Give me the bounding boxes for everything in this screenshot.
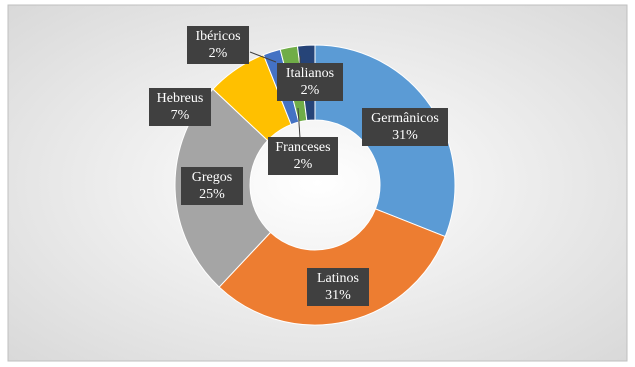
data-label-box: [362, 108, 448, 146]
data-label-value: 31%: [392, 128, 418, 143]
data-label-name: Italianos: [286, 66, 334, 81]
data-label-value: 7%: [171, 108, 190, 123]
data-label-value: 31%: [325, 288, 351, 303]
data-label-box: [149, 88, 211, 126]
data-label-box: [181, 167, 243, 205]
data-label-box: [307, 268, 369, 306]
data-label-name: Hebreus: [157, 91, 204, 106]
data-label-name: Ibéricos: [195, 29, 240, 44]
data-label-box: [187, 26, 249, 64]
data-label-value: 25%: [199, 187, 225, 202]
data-label-box: [277, 63, 343, 101]
leader-line: [249, 51, 277, 63]
data-label-value: 2%: [209, 46, 228, 61]
leader-line: [297, 107, 301, 139]
data-label-name: Germânicos: [371, 111, 439, 126]
data-label-name: Franceses: [275, 140, 330, 155]
data-label-name: Latinos: [317, 271, 359, 286]
data-label-value: 2%: [294, 157, 313, 172]
data-label-name: Gregos: [192, 170, 232, 185]
data-label-value: 2%: [301, 83, 320, 98]
doughnut-slice: [218, 208, 446, 326]
data-label-box: [268, 137, 338, 175]
